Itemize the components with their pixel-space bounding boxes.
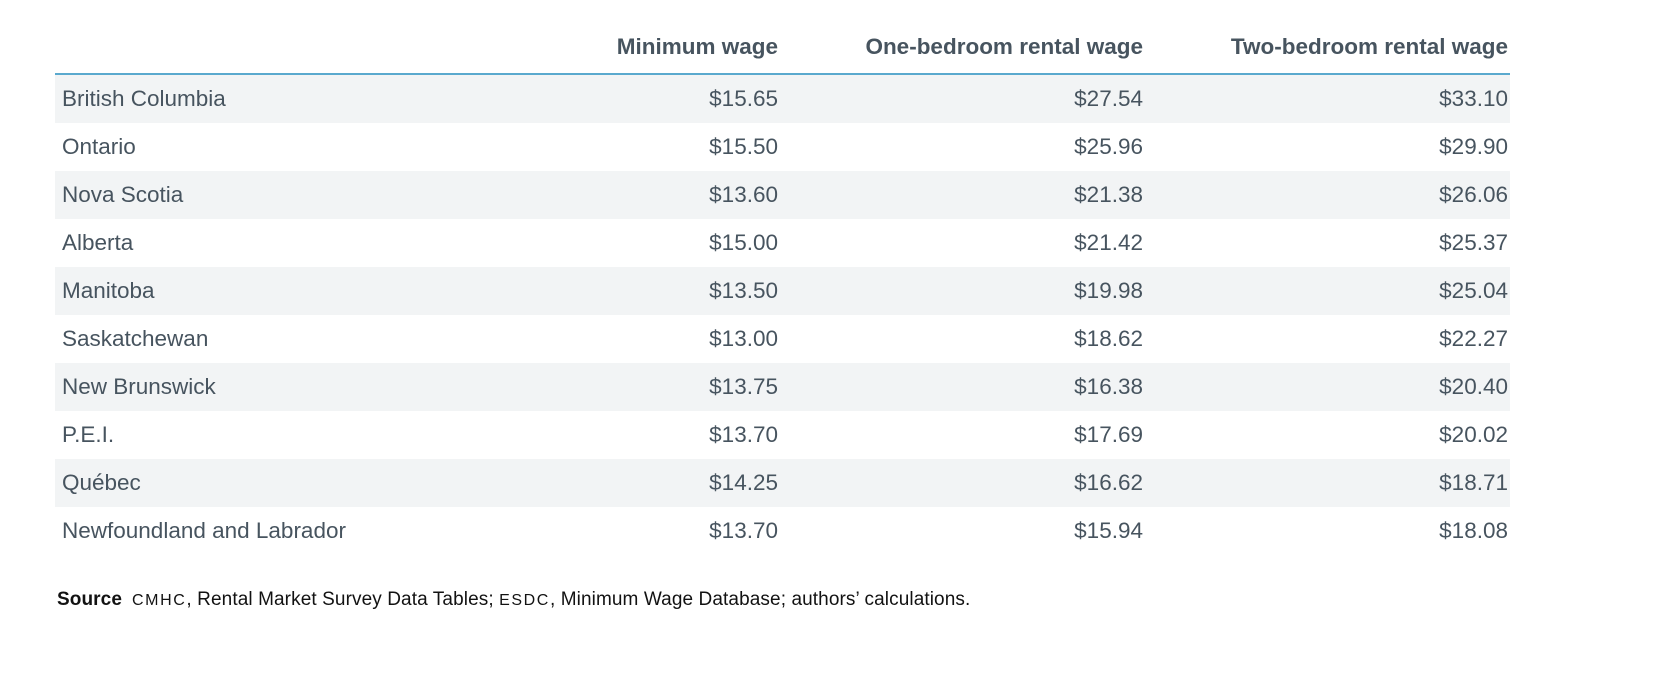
one-bedroom-cell: $21.38: [1074, 182, 1143, 207]
minimum-wage-cell: $13.75: [709, 374, 778, 399]
two-bedroom-cell: $18.08: [1439, 518, 1508, 543]
column-header-two-bedroom: Two-bedroom rental wage: [1145, 24, 1510, 75]
minimum-wage-cell: $15.50: [709, 134, 778, 159]
table-row: Québec $14.25 $16.62 $18.71: [55, 459, 1510, 507]
two-bedroom-cell: $25.04: [1439, 278, 1508, 303]
table-row: Saskatchewan $13.00 $18.62 $22.27: [55, 315, 1510, 363]
one-bedroom-cell: $25.96: [1074, 134, 1143, 159]
province-cell: Saskatchewan: [62, 326, 209, 351]
province-cell: Alberta: [62, 230, 134, 255]
table-row: Ontario $15.50 $25.96 $29.90: [55, 123, 1510, 171]
one-bedroom-cell: $16.38: [1074, 374, 1143, 399]
one-bedroom-cell: $19.98: [1074, 278, 1143, 303]
one-bedroom-cell: $27.54: [1074, 86, 1143, 111]
one-bedroom-cell: $16.62: [1074, 470, 1143, 495]
table-row: Manitoba $13.50 $19.98 $25.04: [55, 267, 1510, 315]
two-bedroom-cell: $33.10: [1439, 86, 1508, 111]
province-cell: Ontario: [62, 134, 136, 159]
minimum-wage-cell: $13.70: [709, 518, 778, 543]
one-bedroom-cell: $17.69: [1074, 422, 1143, 447]
one-bedroom-cell: $18.62: [1074, 326, 1143, 351]
source-abbreviation: ESDC: [499, 592, 550, 609]
province-cell: New Brunswick: [62, 374, 216, 399]
one-bedroom-cell: $21.42: [1074, 230, 1143, 255]
source-note-text: CMHC, Rental Market Survey Data Tables; …: [132, 589, 970, 610]
province-cell: Newfoundland and Labrador: [62, 518, 346, 543]
table-header: Minimum wage One-bedroom rental wage Two…: [55, 24, 1510, 75]
column-header-province: [55, 24, 415, 75]
table-row: British Columbia $15.65 $27.54 $33.10: [55, 74, 1510, 123]
source-label: Source: [57, 589, 123, 610]
two-bedroom-cell: $26.06: [1439, 182, 1508, 207]
minimum-wage-cell: $13.70: [709, 422, 778, 447]
column-header-one-bedroom: One-bedroom rental wage: [780, 24, 1145, 75]
table-header-row: Minimum wage One-bedroom rental wage Two…: [55, 24, 1510, 75]
table-row: P.E.I. $13.70 $17.69 $20.02: [55, 411, 1510, 459]
wage-table-figure: Minimum wage One-bedroom rental wage Two…: [55, 24, 1654, 611]
table-row: Newfoundland and Labrador $13.70 $15.94 …: [55, 507, 1510, 555]
column-header-minimum-wage: Minimum wage: [415, 24, 780, 75]
table-row: Nova Scotia $13.60 $21.38 $26.06: [55, 171, 1510, 219]
table-body: British Columbia $15.65 $27.54 $33.10 On…: [55, 74, 1510, 555]
minimum-wage-cell: $13.50: [709, 278, 778, 303]
province-cell: Nova Scotia: [62, 182, 184, 207]
source-text-segment: , Rental Market Survey Data Tables;: [186, 589, 500, 610]
minimum-wage-cell: $13.60: [709, 182, 778, 207]
table-row: New Brunswick $13.75 $16.38 $20.40: [55, 363, 1510, 411]
two-bedroom-cell: $22.27: [1439, 326, 1508, 351]
two-bedroom-cell: $25.37: [1439, 230, 1508, 255]
minimum-wage-cell: $15.65: [709, 86, 778, 111]
source-text-segment: , Minimum Wage Database; authors’ calcul…: [549, 589, 971, 610]
minimum-wage-cell: $14.25: [709, 470, 778, 495]
province-cell: British Columbia: [62, 86, 226, 111]
wage-table: Minimum wage One-bedroom rental wage Two…: [55, 24, 1510, 555]
province-cell: P.E.I.: [62, 422, 115, 447]
minimum-wage-cell: $15.00: [709, 230, 778, 255]
source-abbreviation: CMHC: [132, 592, 187, 609]
two-bedroom-cell: $29.90: [1439, 134, 1508, 159]
province-cell: Québec: [62, 470, 141, 495]
province-cell: Manitoba: [62, 278, 155, 303]
two-bedroom-cell: $18.71: [1439, 470, 1508, 495]
one-bedroom-cell: $15.94: [1074, 518, 1143, 543]
two-bedroom-cell: $20.02: [1439, 422, 1508, 447]
minimum-wage-cell: $13.00: [709, 326, 778, 351]
two-bedroom-cell: $20.40: [1439, 374, 1508, 399]
table-row: Alberta $15.00 $21.42 $25.37: [55, 219, 1510, 267]
source-note: Source CMHC, Rental Market Survey Data Ta…: [55, 589, 1654, 611]
